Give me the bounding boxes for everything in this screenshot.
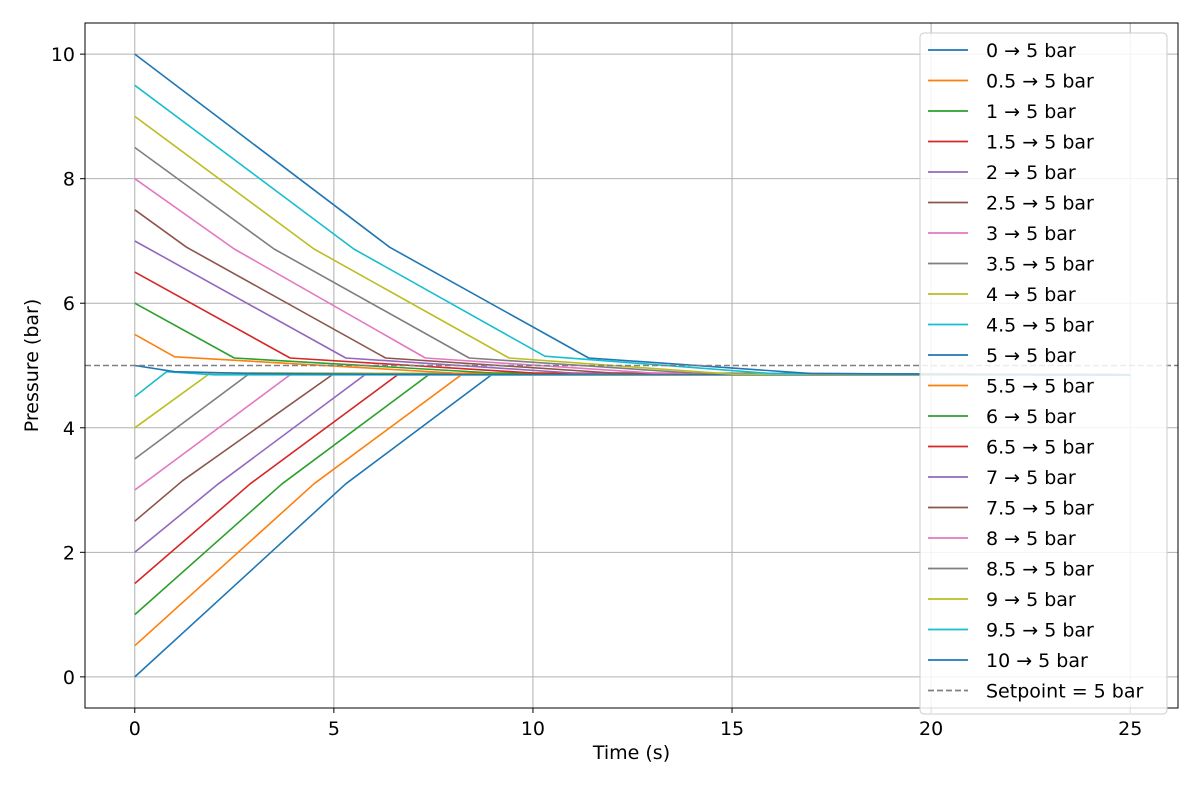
y-tick-label: 6 <box>63 293 75 315</box>
y-tick-label: 2 <box>63 542 75 564</box>
x-axis-title: Time (s) <box>592 742 670 764</box>
y-tick-label: 0 <box>63 667 75 689</box>
x-tick-label: 0 <box>129 718 141 740</box>
legend-label-19: 9.5 → 5 bar <box>986 620 1094 642</box>
y-tick-label: 8 <box>63 169 75 191</box>
legend-label-1: 0.5 → 5 bar <box>986 71 1094 93</box>
legend-label-20: 10 → 5 bar <box>986 650 1088 672</box>
legend-label-5: 2.5 → 5 bar <box>986 193 1094 215</box>
y-tick-label: 4 <box>63 418 75 440</box>
legend-label-4: 2 → 5 bar <box>986 162 1076 184</box>
x-tick-label: 15 <box>720 718 744 740</box>
legend-label-11: 5.5 → 5 bar <box>986 376 1094 398</box>
legend-label-6: 3 → 5 bar <box>986 223 1076 245</box>
series-line-10 <box>134 364 1131 376</box>
x-axis-ticks: 0 5 10 15 20 25 <box>129 708 1142 740</box>
x-tick-label: 20 <box>919 718 943 740</box>
y-axis-ticks: 0 2 4 6 8 10 <box>51 44 85 689</box>
legend-label-17: 8.5 → 5 bar <box>986 559 1094 581</box>
legend-box <box>919 32 1168 715</box>
legend-label-15: 7.5 → 5 bar <box>986 498 1094 520</box>
x-tick-label: 10 <box>521 718 545 740</box>
legend-label-10: 5 → 5 bar <box>986 345 1076 367</box>
legend-label-0: 0 → 5 bar <box>986 40 1076 62</box>
plot-frame <box>84 22 1179 709</box>
series-line-20 <box>134 53 1131 376</box>
x-tick-label: 25 <box>1118 718 1142 740</box>
legend-label-2: 1 → 5 bar <box>986 101 1076 123</box>
legend-label-3: 1.5 → 5 bar <box>986 132 1094 154</box>
legend-label-16: 8 → 5 bar <box>986 528 1076 550</box>
legend-label-7: 3.5 → 5 bar <box>986 254 1094 276</box>
y-axis-title: Pressure (bar) <box>21 299 43 433</box>
legend-label-13: 6.5 → 5 bar <box>986 437 1094 459</box>
legend-label-18: 9 → 5 bar <box>986 589 1076 611</box>
plot-lines <box>134 53 1131 678</box>
legend-label-setpoint: Setpoint = 5 bar <box>986 681 1143 703</box>
legend-label-9: 4.5 → 5 bar <box>986 315 1094 337</box>
legend-label-8: 4 → 5 bar <box>986 284 1076 306</box>
legend-label-12: 6 → 5 bar <box>986 406 1076 428</box>
y-tick-label: 10 <box>51 44 75 66</box>
legend: 0 → 5 bar 0.5 → 5 bar 1 → 5 bar 1.5 → 5 bar… <box>919 32 1168 715</box>
legend-label-14: 7 → 5 bar <box>986 467 1076 489</box>
x-tick-label: 5 <box>328 718 340 740</box>
